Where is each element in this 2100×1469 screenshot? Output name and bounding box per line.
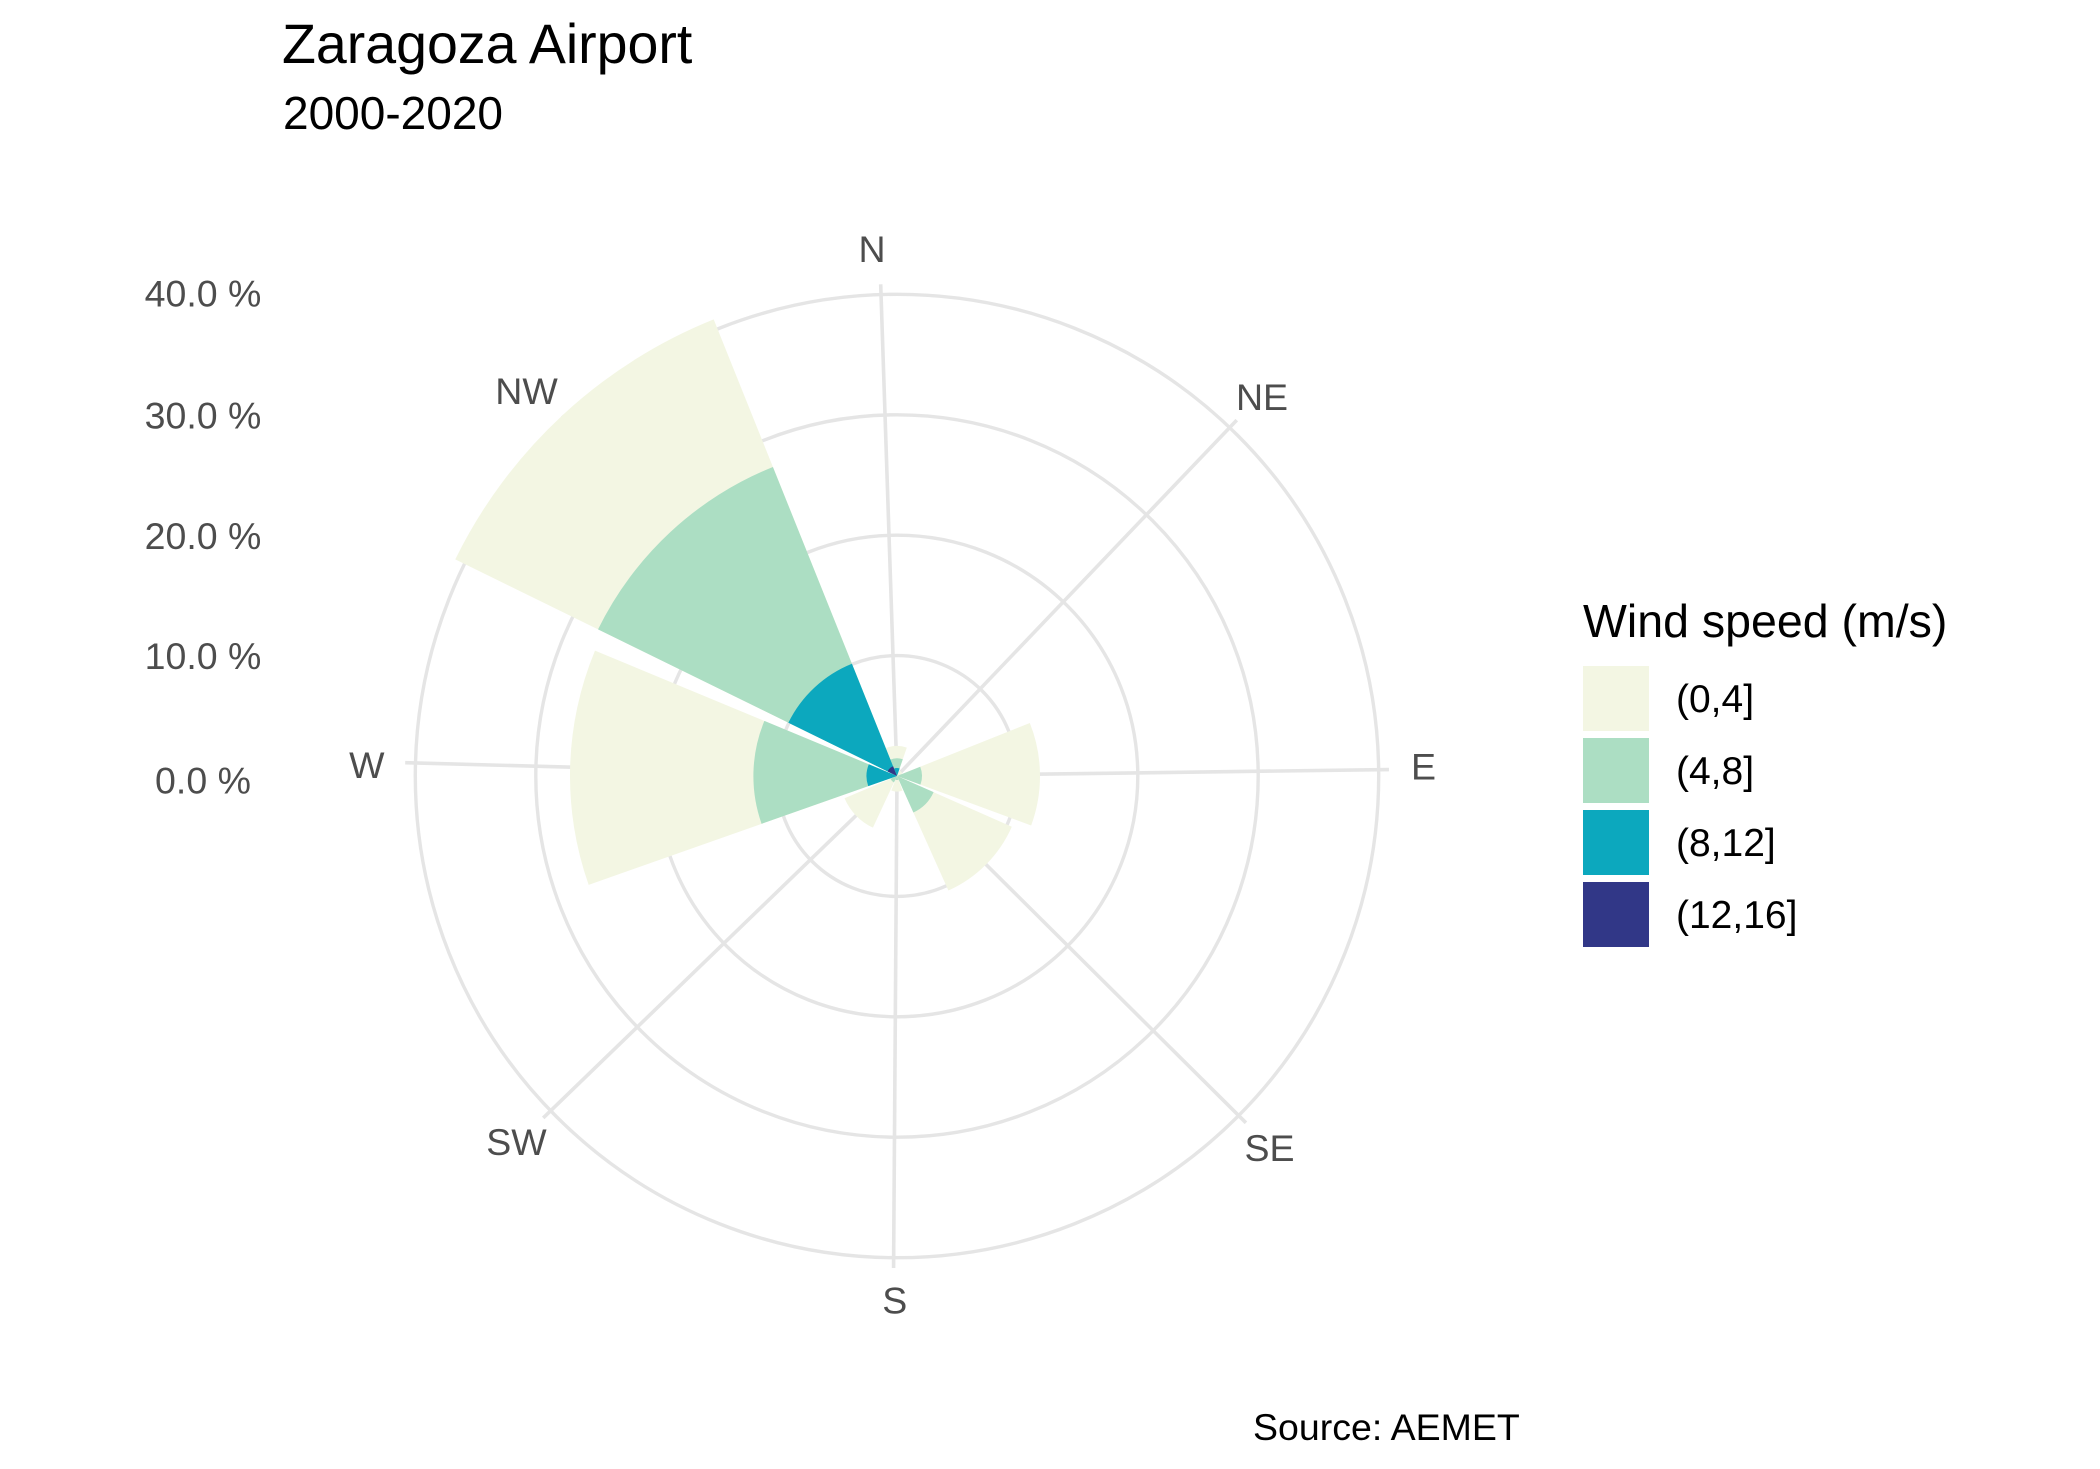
svg-text:0.0 %: 0.0 % <box>155 759 251 801</box>
svg-text:NE: NE <box>1236 376 1288 418</box>
svg-text:Zaragoza Airport: Zaragoza Airport <box>282 13 693 75</box>
svg-text:W: W <box>349 744 385 786</box>
svg-text:(12,16]: (12,16] <box>1676 894 1797 937</box>
svg-text:(0,4]: (0,4] <box>1676 678 1754 721</box>
svg-text:SE: SE <box>1244 1127 1294 1169</box>
svg-text:30.0 %: 30.0 % <box>145 395 262 437</box>
svg-text:(8,12]: (8,12] <box>1676 822 1776 865</box>
svg-text:NW: NW <box>495 370 558 412</box>
svg-text:Source: AEMET: Source: AEMET <box>1253 1406 1520 1448</box>
svg-text:S: S <box>882 1279 907 1321</box>
svg-text:40.0 %: 40.0 % <box>145 272 262 314</box>
svg-text:20.0 %: 20.0 % <box>145 515 262 557</box>
svg-text:2000-2020: 2000-2020 <box>283 87 503 139</box>
svg-text:N: N <box>858 228 885 270</box>
svg-text:E: E <box>1411 745 1436 787</box>
svg-text:Wind speed (m/s): Wind speed (m/s) <box>1583 595 1947 647</box>
svg-text:SW: SW <box>486 1121 547 1163</box>
svg-text:10.0 %: 10.0 % <box>145 635 262 677</box>
svg-text:(4,8]: (4,8] <box>1676 750 1754 793</box>
